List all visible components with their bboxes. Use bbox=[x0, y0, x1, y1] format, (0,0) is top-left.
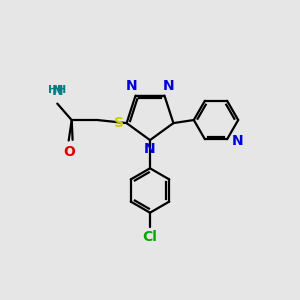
Text: H: H bbox=[58, 85, 67, 94]
Text: N: N bbox=[126, 79, 137, 93]
Text: N: N bbox=[163, 79, 174, 93]
Text: Cl: Cl bbox=[142, 230, 158, 244]
Text: S: S bbox=[114, 116, 124, 130]
Text: N: N bbox=[231, 134, 243, 148]
Text: N: N bbox=[144, 142, 156, 156]
Text: O: O bbox=[64, 145, 76, 159]
Text: H: H bbox=[48, 85, 57, 94]
Text: N: N bbox=[52, 84, 63, 98]
